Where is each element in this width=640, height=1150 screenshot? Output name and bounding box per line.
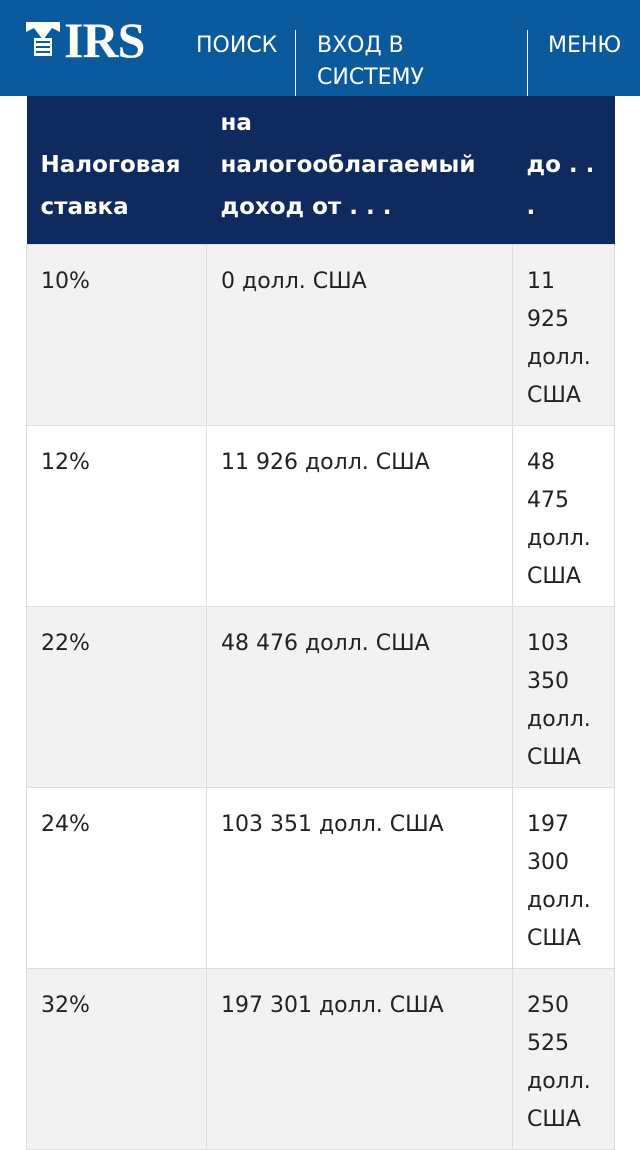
- separator: [295, 30, 296, 96]
- column-header: на налогооблагаемый доход от . . .: [206, 96, 513, 245]
- table-cell: 0 долл. США: [206, 244, 513, 426]
- table-row: 12% 11 926 долл. США 48 475 долл. США: [26, 425, 615, 607]
- column-header: Налоговая ставка: [26, 96, 207, 245]
- table-row: 24% 103 351 долл. США 197 300 долл. США: [26, 787, 615, 969]
- table-row: 10% 0 долл. США 11 925 долл. США: [26, 244, 615, 426]
- tax-table: Налоговая ставка на налогооблагаемый дохо…: [26, 96, 615, 1150]
- logo[interactable]: IRS: [22, 12, 145, 68]
- table-cell: 32%: [26, 968, 207, 1150]
- nav-login[interactable]: ВХОД В СИСТЕМУ: [317, 33, 424, 90]
- separator: [527, 30, 528, 96]
- table-cell: 12%: [26, 425, 207, 607]
- header: IRS ПОИСК ВХОД В СИСТЕМУ МЕНЮ: [0, 0, 640, 96]
- nav-menu[interactable]: МЕНЮ: [548, 33, 622, 58]
- table-row: 32% 197 301 долл. США 250 525 долл. США: [26, 968, 615, 1150]
- logo-text: IRS: [64, 12, 145, 68]
- table-row: 22% 48 476 долл. США 103 350 долл. США: [26, 606, 615, 788]
- table-cell: 11 926 долл. США: [206, 425, 513, 607]
- eagle-icon: [26, 22, 60, 56]
- table-cell: 197 301 долл. США: [206, 968, 513, 1150]
- table-cell: 11 925 долл. США: [512, 244, 615, 426]
- table-cell: 10%: [26, 244, 207, 426]
- table-cell: 103 351 долл. США: [206, 787, 513, 969]
- table-cell: 197 300 долл. США: [512, 787, 615, 969]
- table-cell: 24%: [26, 787, 207, 969]
- table-cell: 250 525 долл. США: [512, 968, 615, 1150]
- table-cell: 48 475 долл. США: [512, 425, 615, 607]
- table-cell: 48 476 долл. США: [206, 606, 513, 788]
- column-header: до . . .: [512, 96, 615, 245]
- table-cell: 22%: [26, 606, 207, 788]
- nav-search[interactable]: ПОИСК: [196, 33, 278, 58]
- table-cell: 103 350 долл. США: [512, 606, 615, 788]
- header-row: Налоговая ставка на налогооблагаемый дохо…: [26, 96, 615, 245]
